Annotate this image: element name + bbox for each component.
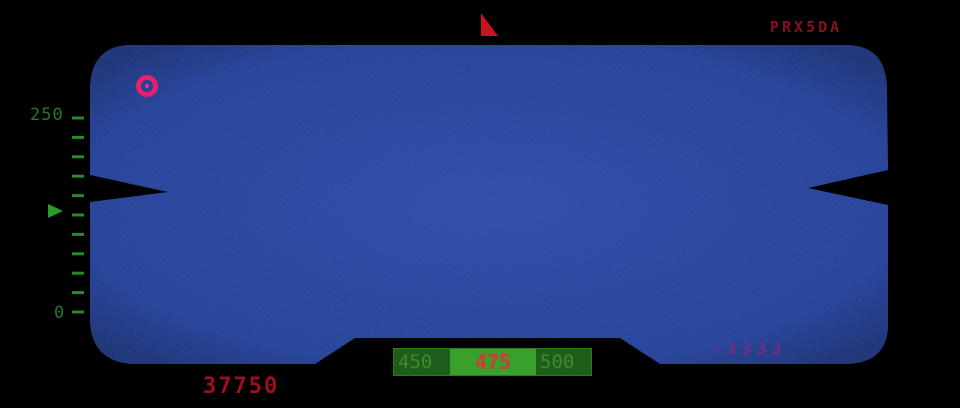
triangle-pointer-icon — [481, 13, 498, 36]
heading-current-value: 475 — [474, 350, 512, 374]
altimeter-tick — [72, 135, 84, 139]
altimeter-tick — [72, 213, 84, 217]
altimeter-tick — [72, 155, 84, 159]
altimeter-scale — [72, 116, 84, 314]
altimeter-tick — [72, 116, 84, 120]
circle-target-icon — [136, 75, 158, 97]
altimeter-tick — [72, 310, 84, 314]
altimeter-tick — [72, 271, 84, 275]
altimeter-tick — [72, 252, 84, 256]
screen-noise — [90, 45, 888, 364]
right-readout: -3333 — [712, 340, 788, 358]
altimeter-tick — [72, 174, 84, 178]
heading-highlight — [450, 349, 536, 375]
heading-left-value: 450 — [398, 351, 433, 373]
altimeter-top-label: 250 — [30, 105, 64, 125]
top-code-readout: PRX5DA — [770, 18, 843, 36]
altimeter-tick — [72, 291, 84, 295]
heading-right-value: 500 — [540, 351, 575, 373]
altimeter-tick — [72, 232, 84, 236]
score-counter: 37750 — [203, 374, 280, 399]
altimeter-tick — [72, 194, 84, 198]
green-arrow-icon — [48, 204, 63, 218]
altimeter-bottom-label: 0 — [54, 303, 66, 323]
